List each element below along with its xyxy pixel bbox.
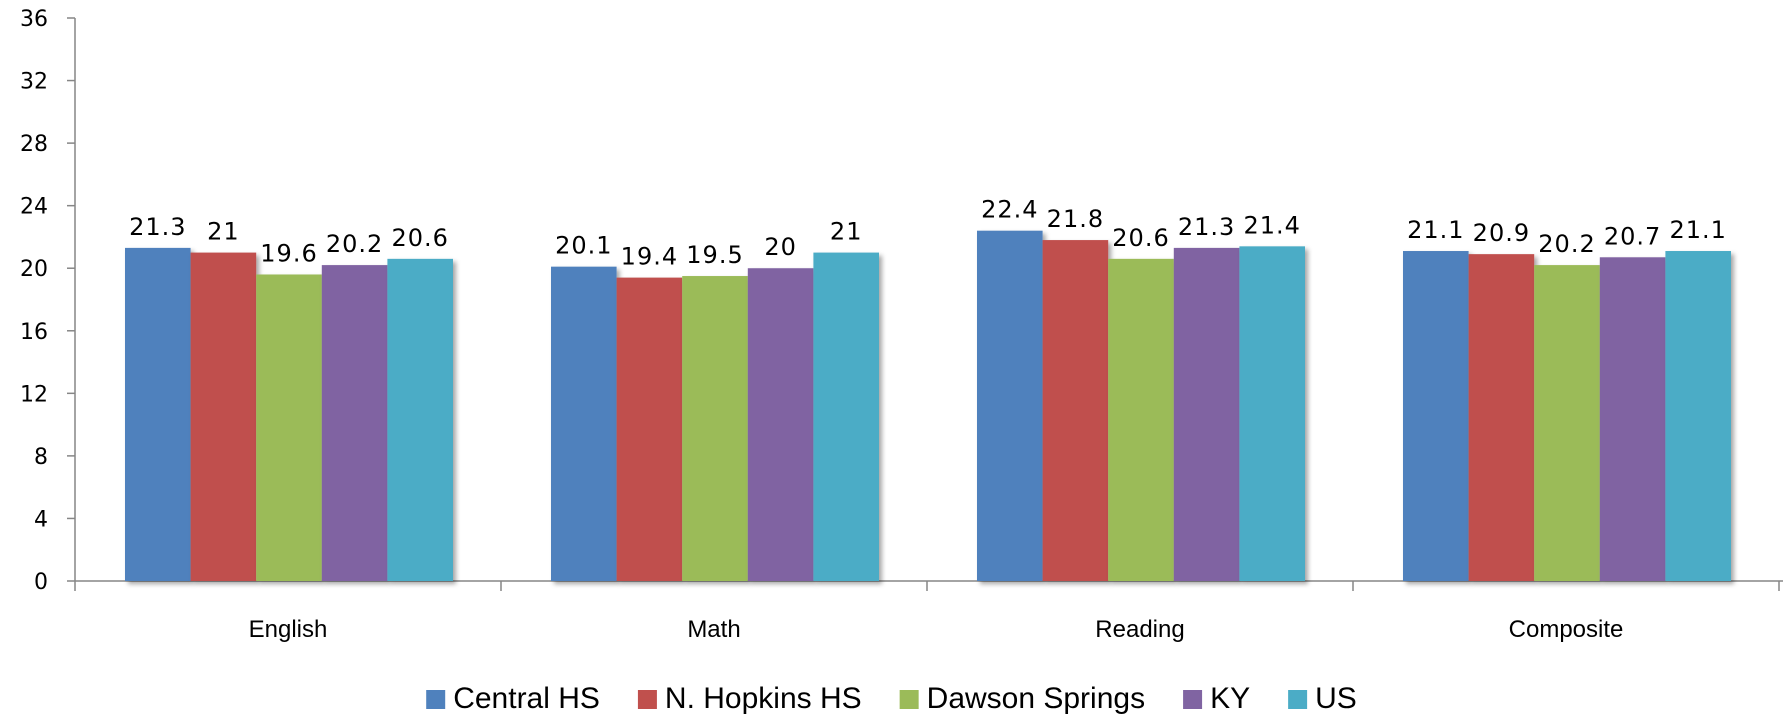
- bar: [1468, 254, 1535, 581]
- bar: [747, 268, 814, 581]
- data-label: 19.4: [621, 243, 678, 271]
- data-label: 21: [830, 218, 863, 246]
- bar: [1599, 257, 1666, 581]
- legend-label: KY: [1210, 682, 1250, 715]
- bar: [1665, 251, 1731, 581]
- y-tick-label: 16: [20, 320, 48, 345]
- bar: [977, 230, 1043, 581]
- legend-item: N. Hopkins HS: [637, 682, 862, 715]
- data-label: 21: [207, 218, 240, 246]
- data-label: 20.6: [391, 224, 448, 252]
- bars: [125, 230, 1731, 582]
- y-tick-label: 32: [20, 70, 48, 95]
- x-tick-label: Math: [687, 616, 740, 643]
- x-tick-label: Reading: [1095, 616, 1184, 643]
- legend-swatch: [426, 690, 446, 709]
- data-label: 20.7: [1604, 222, 1661, 250]
- legend-label: US: [1315, 682, 1357, 715]
- legend-item: Dawson Springs: [899, 682, 1145, 715]
- legend-swatch: [1288, 690, 1308, 709]
- legend-item: Central HS: [426, 682, 600, 715]
- data-label: 21.3: [129, 213, 186, 241]
- data-label: 21.3: [1178, 213, 1235, 241]
- bar: [813, 252, 879, 582]
- bar: [1534, 265, 1600, 581]
- y-tick-label: 20: [20, 257, 48, 282]
- bar: [1042, 240, 1109, 582]
- data-labels: 21.3 21 19.6 20.2 20.6 20.1 19.4 19.5 20 21 22.4 21…: [129, 196, 1726, 271]
- bar: [551, 266, 617, 581]
- bar: [190, 252, 257, 582]
- bar: [387, 258, 453, 581]
- data-label: 22.4: [981, 196, 1038, 224]
- data-label: 20.1: [555, 232, 612, 260]
- bar: [256, 274, 322, 581]
- data-label: 21.1: [1407, 216, 1464, 244]
- bar: [125, 247, 191, 581]
- legend: Central HS N. Hopkins HS Dawson Springs KY U…: [426, 682, 1357, 715]
- y-tick-label: 4: [34, 507, 48, 532]
- x-tick-label: English: [249, 616, 328, 643]
- y-tick-label: 0: [34, 570, 48, 595]
- legend-item: KY: [1183, 682, 1250, 715]
- legend-item: US: [1288, 682, 1357, 715]
- bar: [616, 277, 683, 581]
- data-label: 20.2: [326, 230, 383, 258]
- legend-swatch: [637, 690, 657, 709]
- y-tick-label: 8: [34, 445, 48, 470]
- data-label: 19.5: [686, 241, 743, 269]
- data-label: 20.9: [1473, 219, 1530, 247]
- y-tick-label: 36: [20, 7, 48, 32]
- x-tick-label: Composite: [1509, 616, 1624, 643]
- y-axis: 0 4 8 12 16 20 24 28 32 36: [20, 7, 76, 595]
- bar: [1239, 246, 1305, 582]
- bar: [682, 276, 748, 581]
- data-label: 19.6: [260, 239, 317, 267]
- bar: [1173, 247, 1240, 581]
- x-axis: English Math Reading Composite: [74, 580, 1783, 643]
- y-tick-label: 24: [20, 195, 48, 220]
- bar: [1403, 251, 1469, 581]
- legend-label: N. Hopkins HS: [665, 682, 862, 715]
- legend-swatch: [899, 690, 919, 709]
- data-label: 20: [764, 233, 797, 261]
- data-label: 20.6: [1112, 224, 1169, 252]
- bar: [321, 265, 388, 581]
- data-label: 21.1: [1669, 216, 1726, 244]
- legend-swatch: [1183, 690, 1203, 709]
- y-tick-label: 12: [20, 382, 48, 407]
- y-tick-label: 28: [20, 132, 48, 157]
- bar: [1108, 258, 1174, 581]
- data-label: 21.8: [1047, 205, 1104, 233]
- legend-label: Dawson Springs: [927, 682, 1145, 715]
- data-label: 20.2: [1538, 230, 1595, 258]
- legend-label: Central HS: [453, 682, 600, 715]
- data-label: 21.4: [1243, 211, 1300, 239]
